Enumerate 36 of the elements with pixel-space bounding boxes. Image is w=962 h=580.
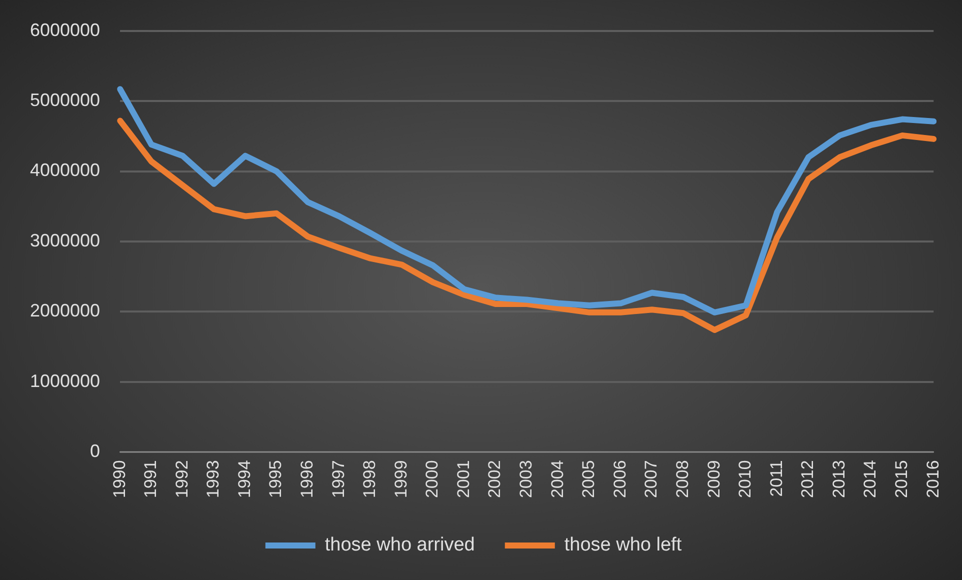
x-tick-label: 2010 <box>736 460 755 498</box>
legend-label: those who arrived <box>324 534 475 556</box>
x-tick-label: 2015 <box>892 460 911 498</box>
x-tick-label: 2009 <box>704 460 724 498</box>
x-tick-label: 2002 <box>485 460 504 498</box>
x-tick-label: 2013 <box>829 460 848 498</box>
y-tick-label: 1000000 <box>30 370 100 391</box>
y-tick-label: 3000000 <box>30 230 100 250</box>
y-tick-label: 6000000 <box>30 20 100 40</box>
x-tick-label: 2008 <box>672 460 692 498</box>
x-tick-label: 1991 <box>141 460 160 498</box>
x-tick-label: 2006 <box>610 460 630 498</box>
y-tick-label: 5000000 <box>30 90 100 110</box>
x-tick-label: 1997 <box>328 460 348 498</box>
x-tick-label: 1995 <box>266 460 286 498</box>
y-tick-label: 2000000 <box>30 300 100 321</box>
x-tick-label: 2016 <box>923 460 942 498</box>
x-tick-label: 2004 <box>548 460 567 498</box>
x-tick-label: 1996 <box>298 460 316 498</box>
y-tick-label: 0 <box>90 441 100 462</box>
x-tick-label: 2012 <box>798 460 818 498</box>
x-tick-label: 1993 <box>204 460 223 498</box>
legend-label: those who left <box>564 534 682 556</box>
x-tick-label: 1992 <box>172 460 192 498</box>
x-tick-label: 2001 <box>454 460 473 498</box>
x-tick-label: 2014 <box>860 460 880 498</box>
x-tick-label: 1999 <box>391 460 410 498</box>
x-tick-label: 2011 <box>766 460 786 497</box>
x-tick-label: 2003 <box>516 460 536 498</box>
x-tick-label: 2005 <box>579 460 598 498</box>
x-tick-label: 1998 <box>360 460 380 498</box>
x-tick-label: 1994 <box>234 460 254 498</box>
x-tick-label: 1990 <box>110 460 129 498</box>
x-tick-label: 2007 <box>642 460 661 498</box>
y-tick-label: 4000000 <box>30 160 100 180</box>
x-tick-label: 2000 <box>422 460 442 498</box>
